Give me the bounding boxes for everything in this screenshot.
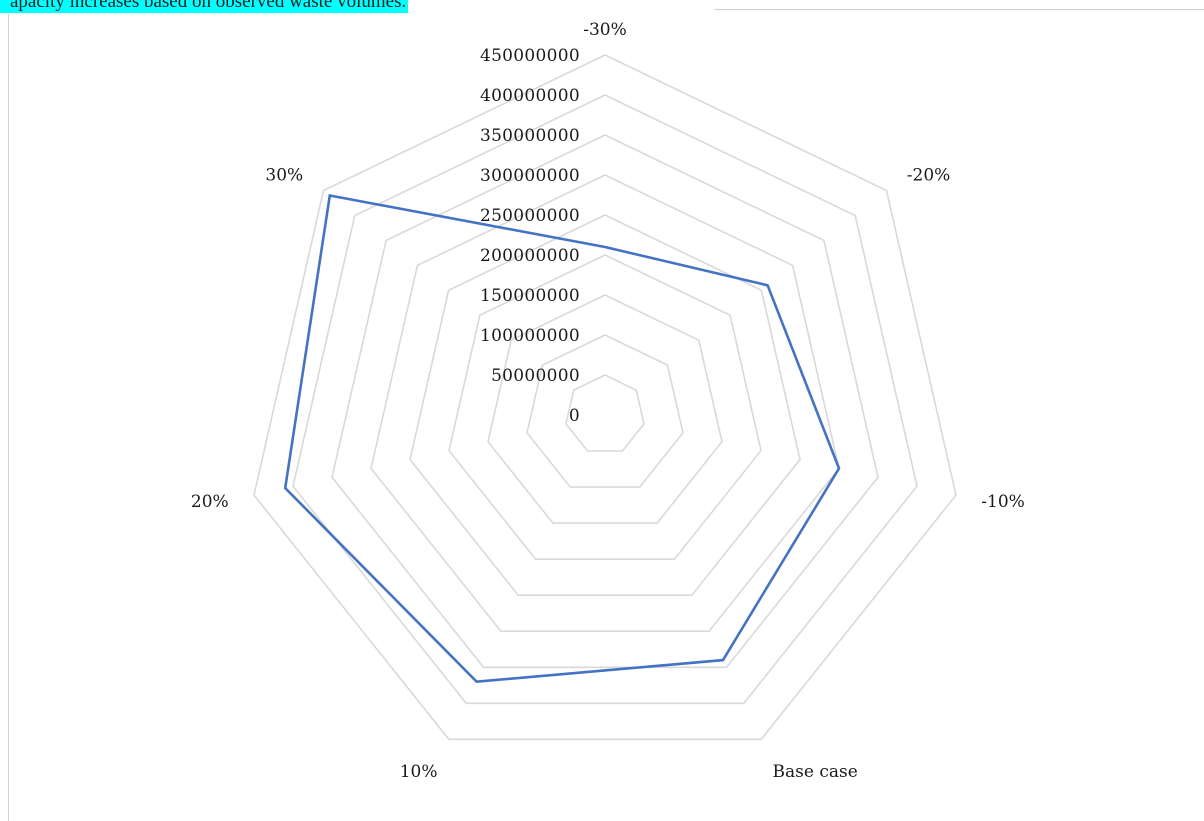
radial-tick-labels: 0 50000000 100000000 150000000 200000000 2500… <box>480 46 580 426</box>
radar-grid <box>253 54 957 741</box>
frame-top-border <box>714 9 1204 10</box>
radar-series <box>283 193 841 684</box>
category-label: 30% <box>265 165 303 185</box>
radial-tick-label: 300000000 <box>480 166 580 186</box>
category-label: -20% <box>907 165 951 185</box>
category-label: -10% <box>981 492 1025 512</box>
radial-tick-label: 350000000 <box>480 126 580 146</box>
frame-left-border <box>8 14 9 821</box>
radial-tick-label: 400000000 <box>480 86 580 106</box>
grid-ring-5 <box>409 214 801 597</box>
grid-ring-1 <box>565 374 645 452</box>
grid-ring-2 <box>526 334 684 488</box>
category-label: -30% <box>583 20 627 40</box>
radial-tick-label: 100000000 <box>480 326 580 346</box>
grid-ring-3 <box>487 294 723 524</box>
highlighted-caption-text: apacity increases based on observed wast… <box>0 0 409 13</box>
grid-ring-9 <box>253 54 957 741</box>
radial-tick-label: 50000000 <box>491 366 580 386</box>
radial-tick-label: 0 <box>569 406 580 426</box>
grid-ring-4 <box>448 254 762 561</box>
radial-tick-label: 250000000 <box>480 206 580 226</box>
series-line-0 <box>283 193 841 684</box>
radial-tick-label: 150000000 <box>480 286 580 306</box>
radial-tick-label: 450000000 <box>480 46 580 66</box>
category-label: 10% <box>400 762 438 782</box>
grid-ring-6 <box>370 174 840 633</box>
category-label: Base case <box>773 762 858 782</box>
grid-ring-7 <box>331 134 879 669</box>
radial-tick-label: 200000000 <box>480 246 580 266</box>
category-labels: -30% -20% -10% Base case 10% 20% 30% <box>191 20 1025 782</box>
grid-ring-8 <box>292 94 918 705</box>
category-label: 20% <box>191 492 229 512</box>
